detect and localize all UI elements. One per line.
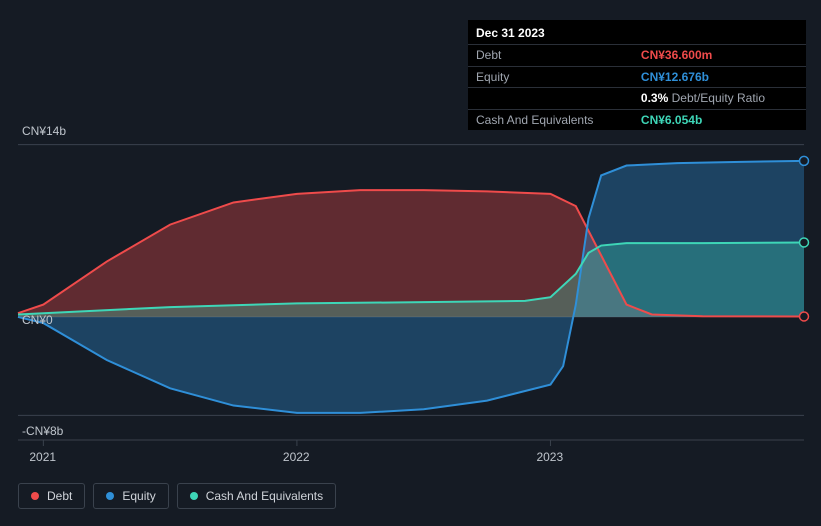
legend-dot-icon: [31, 492, 39, 500]
legend-dot-icon: [106, 492, 114, 500]
legend-item-equity[interactable]: Equity: [93, 483, 168, 509]
tooltip-row-ratio: 0.3% Debt/Equity Ratio: [468, 88, 806, 109]
tooltip-value: CN¥36.600m: [633, 45, 806, 66]
chart-tooltip: Dec 31 2023 Debt CN¥36.600m Equity CN¥12…: [468, 20, 806, 130]
y-tick-label: -CN¥8b: [22, 424, 63, 438]
tooltip-label: [468, 88, 633, 109]
tooltip-value: 0.3% Debt/Equity Ratio: [633, 88, 806, 109]
chart-legend: Debt Equity Cash And Equivalents: [18, 483, 336, 509]
tooltip-value: CN¥6.054b: [633, 109, 806, 130]
tooltip-row-cash: Cash And Equivalents CN¥6.054b: [468, 109, 806, 130]
legend-label: Equity: [122, 489, 155, 503]
legend-item-debt[interactable]: Debt: [18, 483, 85, 509]
legend-item-cash[interactable]: Cash And Equivalents: [177, 483, 336, 509]
tooltip-row-debt: Debt CN¥36.600m: [468, 45, 806, 66]
tooltip-row-equity: Equity CN¥12.676b: [468, 66, 806, 87]
tooltip-date: Dec 31 2023: [468, 20, 806, 44]
tooltip-value: CN¥12.676b: [633, 66, 806, 87]
legend-dot-icon: [190, 492, 198, 500]
tooltip-label: Debt: [468, 45, 633, 66]
y-tick-label: CN¥14b: [22, 124, 66, 138]
x-tick-label: 2021: [29, 450, 56, 464]
y-tick-label: CN¥0: [22, 313, 53, 327]
legend-label: Cash And Equivalents: [206, 489, 323, 503]
tooltip-label: Cash And Equivalents: [468, 109, 633, 130]
legend-label: Debt: [47, 489, 72, 503]
tooltip-label: Equity: [468, 66, 633, 87]
x-tick-label: 2023: [536, 450, 563, 464]
x-tick-label: 2022: [283, 450, 310, 464]
